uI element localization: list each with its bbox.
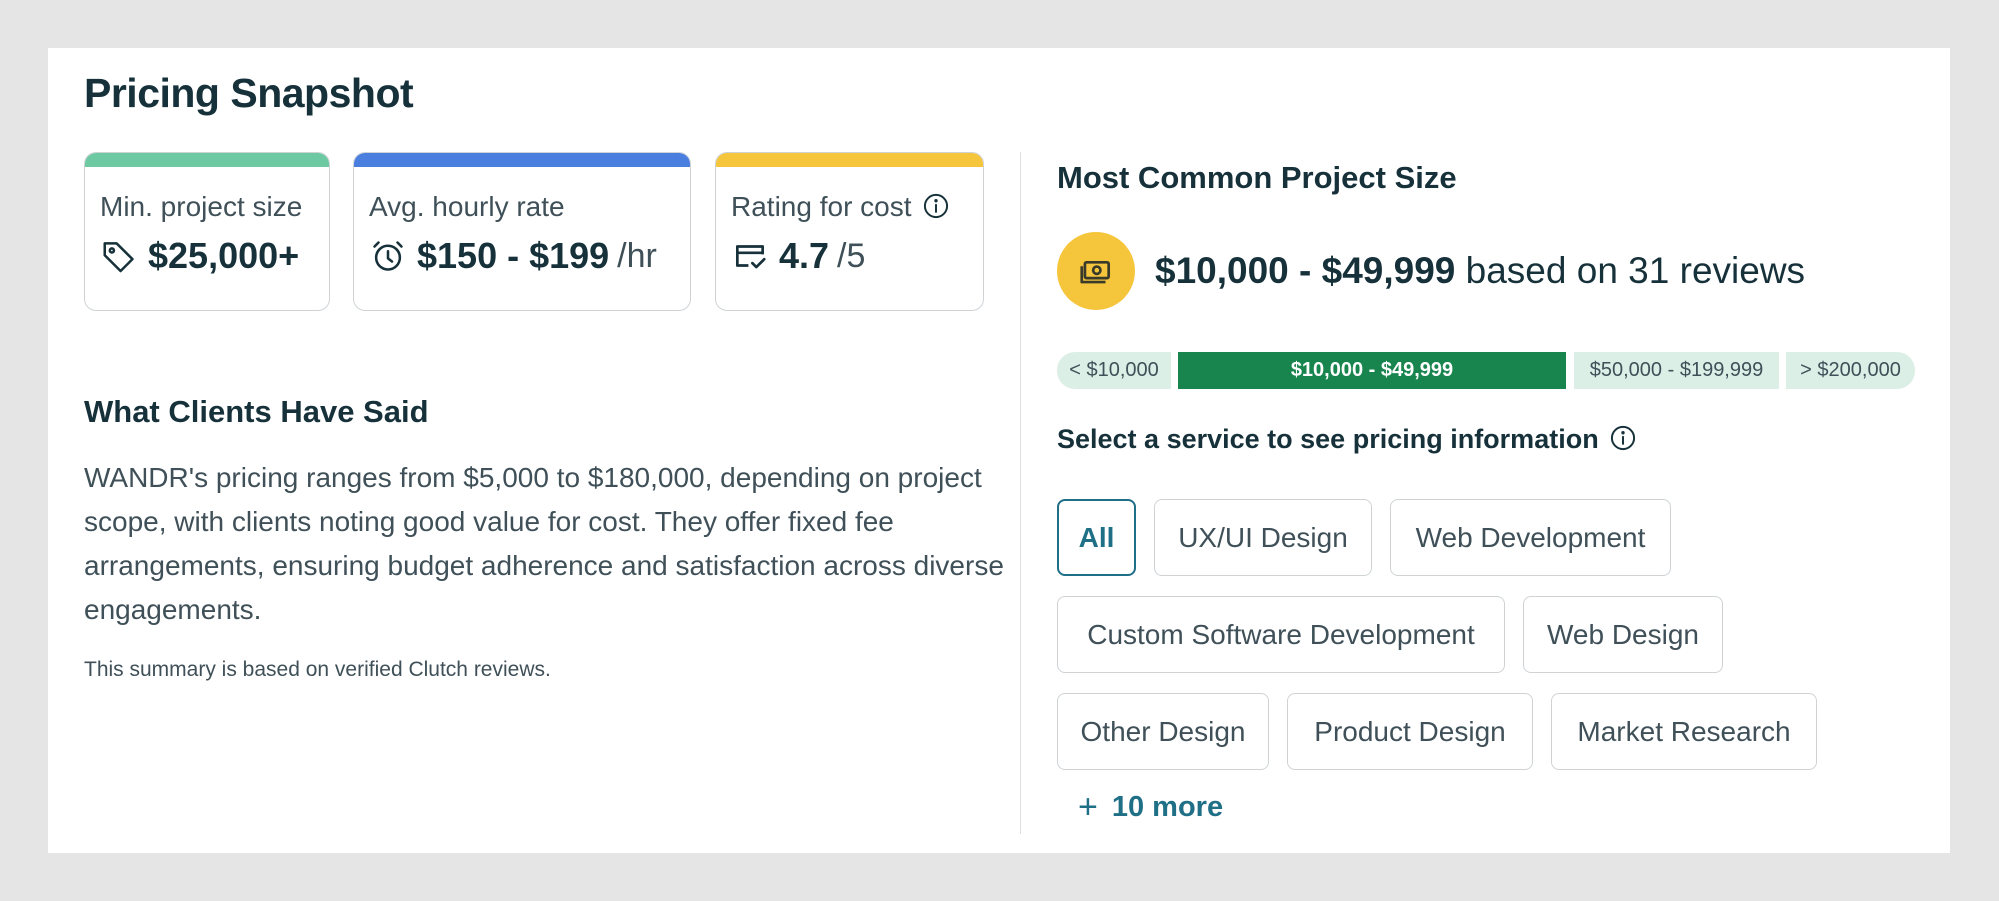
wallet-check-icon [731,237,769,275]
rating-for-cost-label: Rating for cost [731,191,912,222]
rating-for-cost-card: Rating for cost 4.7 /5 [715,152,984,311]
hourly-unit: /hr [617,236,657,275]
pricing-snapshot-panel: Pricing Snapshot Min. project size $25,0… [48,48,1950,853]
more-services-label: 10 more [1111,791,1224,823]
card-accent-stripe [354,153,690,167]
card-accent-stripe [716,153,983,167]
clients-heading: What Clients Have Said [84,394,429,429]
size-segment-active: $10,000 - $49,999 [1178,352,1566,389]
plus-icon: + [1078,788,1098,826]
service-chip-ux-ui-design[interactable]: UX/UI Design [1154,499,1372,576]
avg-hourly-rate-value: $150 - $199 [417,235,610,276]
project-size-heading: Most Common Project Size [1057,160,1457,195]
services-heading: Select a service to see pricing informat… [1057,424,1637,455]
size-segment: > $200,000 [1786,352,1915,389]
avg-hourly-rate-label: Avg. hourly rate [369,191,565,222]
min-project-size-label: Min. project size [100,191,303,222]
service-chip-market-research[interactable]: Market Research [1551,693,1817,770]
services-heading-text: Select a service to see pricing informat… [1057,424,1599,454]
common-size-suffix: based on 31 reviews [1465,250,1806,291]
service-chip-all[interactable]: All [1057,499,1136,576]
avg-hourly-rate-card: Avg. hourly rate $150 - $199 /hr [353,152,691,311]
clients-summary: WANDR's pricing ranges from $5,000 to $1… [84,462,1004,625]
min-project-size-card: Min. project size $25,000+ [84,152,330,311]
summary-note: This summary is based on verified Clutch… [84,658,551,681]
service-chip-web-design[interactable]: Web Design [1523,596,1723,673]
service-chip-other-design[interactable]: Other Design [1057,693,1269,770]
project-size-distribution-bar: < $10,000 $10,000 - $49,999 $50,000 - $1… [1057,352,1915,389]
service-chip-custom-software-development[interactable]: Custom Software Development [1057,596,1505,673]
info-icon[interactable] [922,192,950,220]
rating-value: 4.7 [779,235,830,276]
min-project-size-value: $25,000+ [148,235,300,276]
rating-unit: /5 [837,236,866,275]
common-project-size: $10,000 - $49,999 based on 31 reviews [1155,250,1805,292]
money-icon [1057,232,1135,310]
size-segment: < $10,000 [1057,352,1171,389]
alarm-clock-icon [369,237,407,275]
common-size-range: $10,000 - $49,999 [1155,250,1456,291]
page-title: Pricing Snapshot [84,70,414,116]
service-chip-product-design[interactable]: Product Design [1287,693,1533,770]
info-icon[interactable] [1609,424,1637,452]
more-services-button[interactable]: + 10 more [1078,788,1223,827]
size-segment: $50,000 - $199,999 [1574,352,1779,389]
tag-icon [100,237,138,275]
service-chip-web-development[interactable]: Web Development [1390,499,1671,576]
card-accent-stripe [85,153,329,167]
column-divider [1020,152,1021,834]
